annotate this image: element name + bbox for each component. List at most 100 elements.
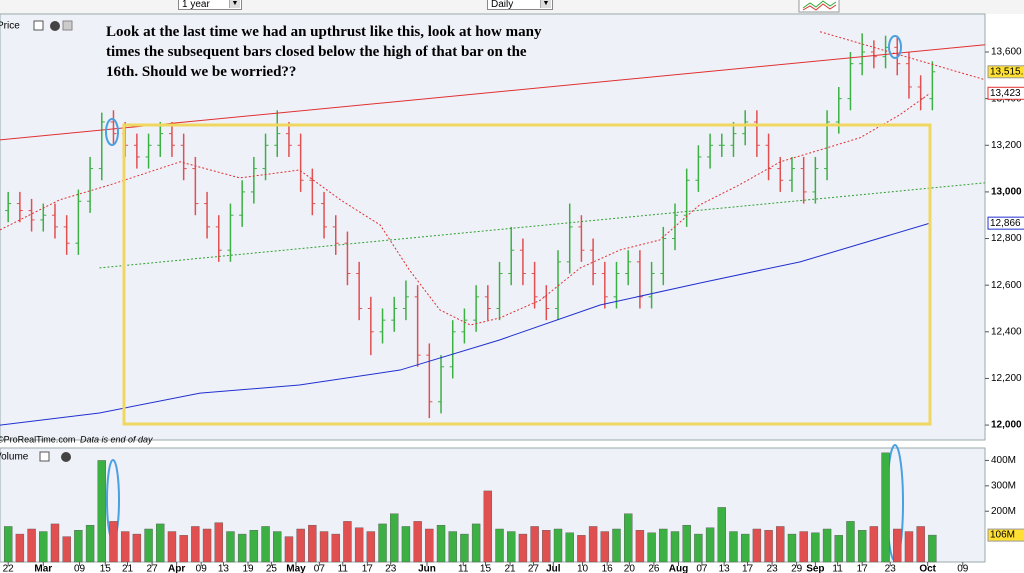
volume-bar bbox=[378, 523, 387, 563]
x-tick-label: 23 bbox=[385, 564, 397, 573]
volume-bar bbox=[857, 530, 867, 563]
interval-select[interactable]: Daily ▼ bbox=[487, 0, 553, 10]
volume-bar bbox=[600, 531, 610, 563]
value-tag bbox=[987, 528, 1024, 542]
volume-bar bbox=[97, 460, 106, 563]
x-tick-label: May bbox=[286, 564, 306, 573]
volume-bar bbox=[565, 532, 574, 563]
volume-bar bbox=[881, 452, 890, 563]
volume-bar bbox=[846, 521, 855, 563]
x-tick-label: Mar bbox=[34, 564, 52, 573]
chart-icon-line bbox=[802, 3, 837, 11]
x-tick-label: 16 bbox=[602, 564, 614, 573]
volume-bar bbox=[308, 524, 317, 563]
volume-bar bbox=[670, 531, 680, 563]
x-tick-label: 07 bbox=[314, 564, 326, 573]
x-tick-label: 13 bbox=[719, 564, 731, 573]
volume-bar bbox=[62, 536, 71, 563]
volume-bar bbox=[273, 531, 282, 563]
volume-bar bbox=[834, 535, 843, 563]
x-tick-label: Aug bbox=[669, 564, 688, 573]
volume-bar bbox=[694, 533, 703, 563]
x-tick-label: 11 bbox=[832, 564, 843, 573]
volume-bar bbox=[156, 523, 165, 563]
icon[interactable] bbox=[61, 452, 71, 462]
overlay-line bbox=[0, 222, 931, 426]
x-tick-label: 25 bbox=[266, 564, 278, 573]
dropdown-arrow: ▼ bbox=[229, 0, 240, 8]
volume-bar bbox=[27, 528, 36, 563]
x-tick-label: 21 bbox=[122, 564, 134, 573]
x-tick-label: 17 bbox=[857, 564, 869, 573]
x-tick-label: 09 bbox=[196, 564, 208, 573]
volume-bar bbox=[15, 533, 25, 563]
chart-icon-line bbox=[802, 0, 837, 9]
annotation: Look at the last time we had an upthrust… bbox=[106, 24, 542, 80]
y-tick-label: 13,200 bbox=[991, 140, 1022, 151]
price-panel-title: Price bbox=[0, 21, 20, 32]
x-tick-label: Sep bbox=[806, 564, 824, 573]
x-tick-label: 15 bbox=[100, 564, 112, 573]
overlay-line bbox=[819, 31, 986, 81]
volume-bar bbox=[448, 531, 457, 563]
y-tick-label: 400M bbox=[991, 455, 1016, 466]
y-tick-label: 13,600 bbox=[991, 47, 1022, 58]
x-tick-label: 13 bbox=[218, 564, 230, 573]
x-tick-label: 07 bbox=[696, 564, 708, 573]
volume-bar bbox=[202, 528, 212, 563]
x-tick-label: 21 bbox=[504, 564, 516, 573]
volume-bar bbox=[214, 522, 223, 563]
volume-bar bbox=[787, 533, 797, 563]
volume-bar bbox=[822, 528, 832, 563]
x-tick-label: 20 bbox=[624, 564, 636, 573]
value-tag-label: 12,866 bbox=[990, 218, 1021, 229]
x-tick-label: 15 bbox=[480, 564, 492, 573]
volume-bar bbox=[74, 530, 83, 563]
y-tick-label: 12,600 bbox=[991, 280, 1022, 291]
icon[interactable] bbox=[62, 20, 73, 31]
x-tick-label: 09 bbox=[74, 564, 86, 573]
volume-bar bbox=[752, 528, 762, 563]
volume-bar bbox=[553, 528, 563, 563]
volume-bar bbox=[904, 531, 914, 563]
panel-icons bbox=[33, 20, 73, 462]
interval-value: Daily bbox=[491, 0, 514, 10]
x-tick-label: 23 bbox=[767, 564, 779, 573]
highlight-box bbox=[122, 123, 932, 426]
x-tick-label: 27 bbox=[528, 564, 540, 573]
value-tag-label: 13,515.1 bbox=[990, 66, 1024, 77]
source: ©ProRealTime.com bbox=[0, 434, 75, 444]
volume-bar bbox=[460, 533, 469, 563]
icon[interactable] bbox=[50, 21, 60, 31]
volume-bar bbox=[413, 521, 422, 563]
volume-bar bbox=[390, 513, 399, 563]
overlay-line bbox=[0, 92, 931, 326]
x-tick-label: 17 bbox=[362, 564, 374, 573]
highlight-ellipse bbox=[888, 35, 902, 59]
overlay-line bbox=[99, 182, 986, 269]
volume-bar bbox=[109, 521, 118, 563]
x-tick-label: 22 bbox=[3, 564, 15, 573]
volume-bar bbox=[647, 532, 656, 563]
value-tag bbox=[987, 65, 1024, 79]
volume-bar bbox=[179, 535, 188, 563]
volume-bar bbox=[120, 531, 130, 563]
data-note: Data is end of day bbox=[80, 434, 153, 444]
icon[interactable] bbox=[39, 451, 50, 462]
volume-bar bbox=[635, 530, 645, 563]
chart-icon[interactable] bbox=[798, 0, 840, 13]
volume-bar bbox=[518, 533, 528, 563]
period-select[interactable]: 1 year ▼ bbox=[178, 0, 242, 10]
volume-bar bbox=[624, 513, 633, 563]
x-tick-label: 11 bbox=[458, 564, 469, 573]
volume-bar bbox=[542, 530, 551, 563]
y-tick-label: 12,800 bbox=[991, 233, 1022, 244]
dropdown-arrow: ▼ bbox=[540, 0, 551, 8]
volume-bar bbox=[167, 531, 177, 563]
volume-bar bbox=[729, 531, 738, 563]
period-value: 1 year bbox=[182, 0, 210, 10]
volume-bar bbox=[811, 532, 820, 563]
icon[interactable] bbox=[33, 20, 44, 31]
